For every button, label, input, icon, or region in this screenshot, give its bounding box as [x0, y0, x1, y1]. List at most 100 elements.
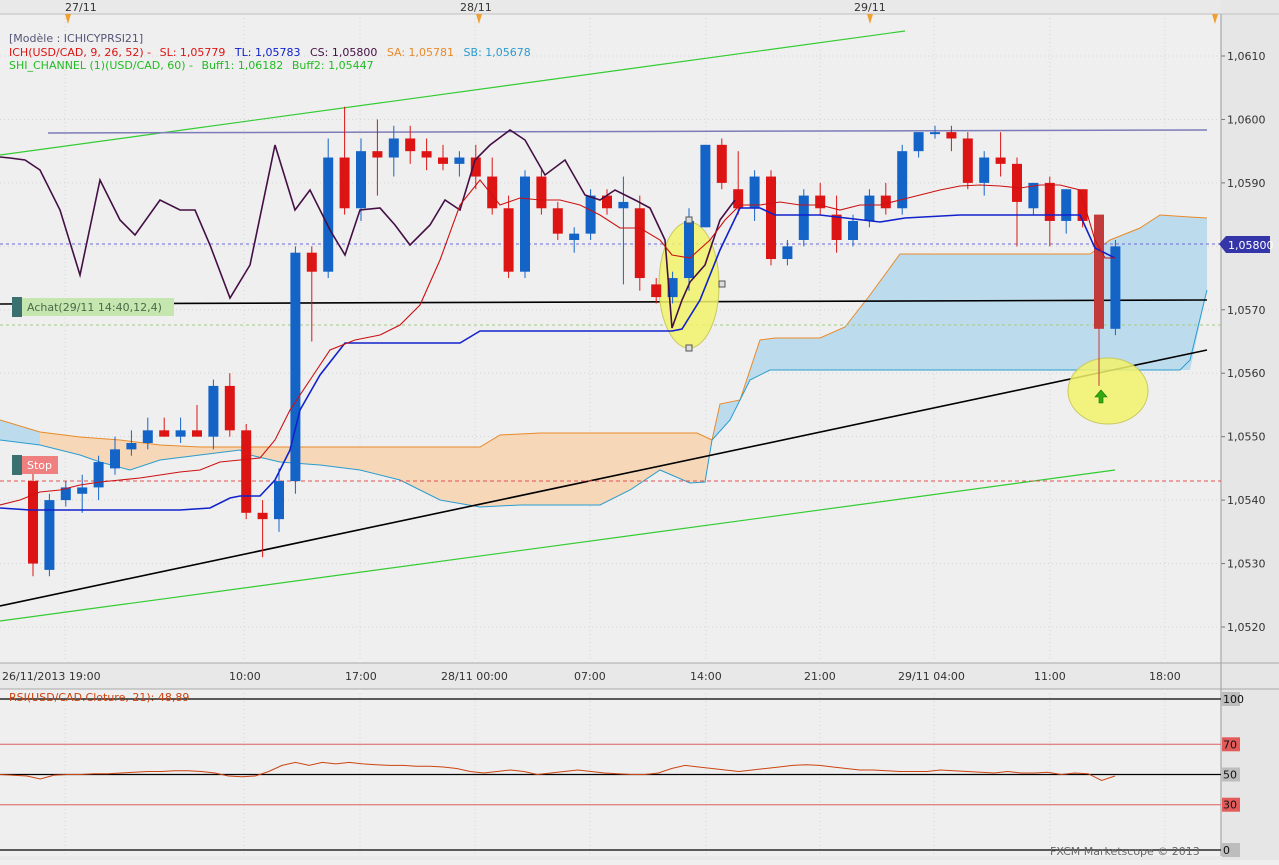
bullish-candle	[930, 132, 940, 135]
bearish-candle	[1012, 163, 1022, 202]
bullish-candle	[1028, 182, 1039, 209]
bearish-candle	[1077, 189, 1088, 221]
bearish-candle	[766, 176, 776, 260]
selection-handle	[685, 344, 693, 352]
price-axis-tick-label: 1,0560	[1227, 367, 1266, 380]
chart-markers	[65, 14, 1218, 404]
price-axis-tick-label: 1,0610	[1227, 50, 1266, 63]
bearish-candle	[224, 385, 235, 431]
buy-order-label-bg[interactable]	[22, 298, 174, 316]
price-axis-tick-label: 1,0540	[1227, 494, 1266, 507]
rsi-axis-tick-label: 0	[1223, 844, 1230, 857]
trend-lines	[0, 30, 1221, 622]
rsi-indicator: 100 70 50 30 0	[0, 692, 1244, 857]
bullish-candle	[110, 449, 120, 469]
date-marker-label: 28/11	[460, 1, 492, 14]
time-axis-tick-label: 26/11/2013 19:00	[2, 670, 101, 683]
bearish-candle	[536, 176, 547, 209]
bullish-candle	[897, 151, 908, 209]
price-axis-tick-label: 1,0520	[1227, 621, 1266, 634]
price-axis-tick-label: 1,0550	[1227, 431, 1266, 444]
stop-order-label[interactable]: Stop	[27, 459, 52, 472]
bullish-candle	[569, 233, 580, 240]
bearish-candle	[815, 195, 826, 209]
bearish-candle	[241, 430, 252, 513]
buy-order-label[interactable]: Achat(29/11 14:40,12,4)	[27, 301, 162, 314]
bullish-candle	[782, 246, 793, 260]
bearish-candle	[1094, 214, 1104, 329]
bearish-candle	[995, 157, 1006, 164]
time-axis-tick-label: 10:00	[229, 670, 261, 683]
chikou-span-line	[0, 129, 736, 329]
date-marker-label: 27/11	[65, 1, 97, 14]
bullish-candle	[142, 430, 153, 444]
time-axis-tick-label: 11:00	[1034, 670, 1066, 683]
bullish-candle	[700, 144, 711, 228]
price-axis-tick-label: 1,0570	[1227, 304, 1266, 317]
ichimoku-legend: ICH(USD/CAD, 9, 26, 52) - SL: 1,05779 TL…	[9, 46, 531, 59]
bearish-candle	[159, 430, 170, 437]
price-axis-tick-label: 1,0600	[1227, 113, 1266, 126]
selection-handle	[718, 280, 726, 288]
rsi-level-tag	[1222, 767, 1240, 782]
bullish-candle	[864, 195, 875, 221]
date-marker-icon	[1212, 14, 1218, 24]
bearish-candle	[880, 195, 891, 209]
time-axis-tick-label: 07:00	[574, 670, 606, 683]
bullish-candle	[520, 176, 530, 272]
template-label: [Modèle : ICHICYPRSI21]	[9, 32, 143, 45]
bullish-candle	[913, 132, 924, 152]
bullish-candle	[274, 481, 284, 520]
stop-order-label-bg[interactable]	[22, 456, 58, 474]
rsi-label: RSI(USD/CAD.Cloture, 21): 48,89	[9, 691, 189, 704]
bullish-candle	[684, 220, 694, 279]
price-axis-bar	[1221, 0, 1279, 860]
bullish-candle	[979, 157, 990, 183]
time-axis-bar	[0, 663, 1221, 689]
bullish-candle	[1061, 189, 1072, 221]
ichimoku-sa: SA: 1,05781	[387, 46, 454, 59]
ichimoku-sb: SB: 1,05678	[464, 46, 531, 59]
selection-handle	[685, 216, 693, 224]
bearish-candle	[28, 481, 38, 564]
bearish-candle	[1044, 182, 1055, 221]
bearish-candle	[339, 157, 350, 209]
rsi-level-tag	[1222, 692, 1240, 706]
bullish-candle	[175, 430, 186, 437]
ichimoku-sl: SL: 1,05779	[160, 46, 226, 59]
bearish-candle	[438, 157, 448, 164]
bearish-candle	[192, 430, 202, 437]
bullish-candle	[323, 157, 334, 272]
bearish-candle	[831, 214, 842, 240]
bearish-candle	[306, 252, 317, 272]
time-axis-tick-label: 18:00	[1149, 670, 1181, 683]
time-axis-tick-label: 29/11 04:00	[898, 670, 965, 683]
resistance-line	[47, 129, 1208, 134]
bullish-candle	[44, 500, 55, 570]
bearish-candle	[257, 512, 268, 520]
rsi-level-tag	[1222, 737, 1240, 752]
shi-channel-prefix: SHI_CHANNEL (1)(USD/CAD, 60) -	[9, 59, 193, 72]
last-price-tag	[1219, 236, 1270, 253]
senkou-span-b-line	[0, 289, 1208, 508]
date-marker-icon	[867, 14, 873, 24]
bearish-candle	[552, 208, 563, 234]
shi-channel-buff1: Buff1: 1,06182	[202, 59, 284, 72]
shi-channel-lower-line	[0, 469, 1116, 622]
buy-order-marker[interactable]	[12, 297, 22, 317]
bearish-candle	[733, 189, 744, 209]
rsi-axis-tick-label: 70	[1223, 738, 1237, 751]
bearish-candle	[716, 144, 727, 183]
time-axis-tick-label: 14:00	[690, 670, 722, 683]
rsi-level-tag	[1222, 843, 1240, 857]
bearish-candle	[405, 138, 416, 152]
shi-channel-upper-line	[0, 30, 906, 156]
bullish-candle	[749, 176, 760, 209]
shi-channel-legend: SHI_CHANNEL (1)(USD/CAD, 60) - Buff1: 1,…	[9, 59, 374, 72]
stop-order-marker[interactable]	[12, 455, 22, 475]
tenkan-sen-line	[0, 179, 1115, 506]
ascending-trend-line	[0, 349, 1208, 607]
bullish-candle	[290, 252, 301, 482]
time-axis-tick-label: 21:00	[804, 670, 836, 683]
